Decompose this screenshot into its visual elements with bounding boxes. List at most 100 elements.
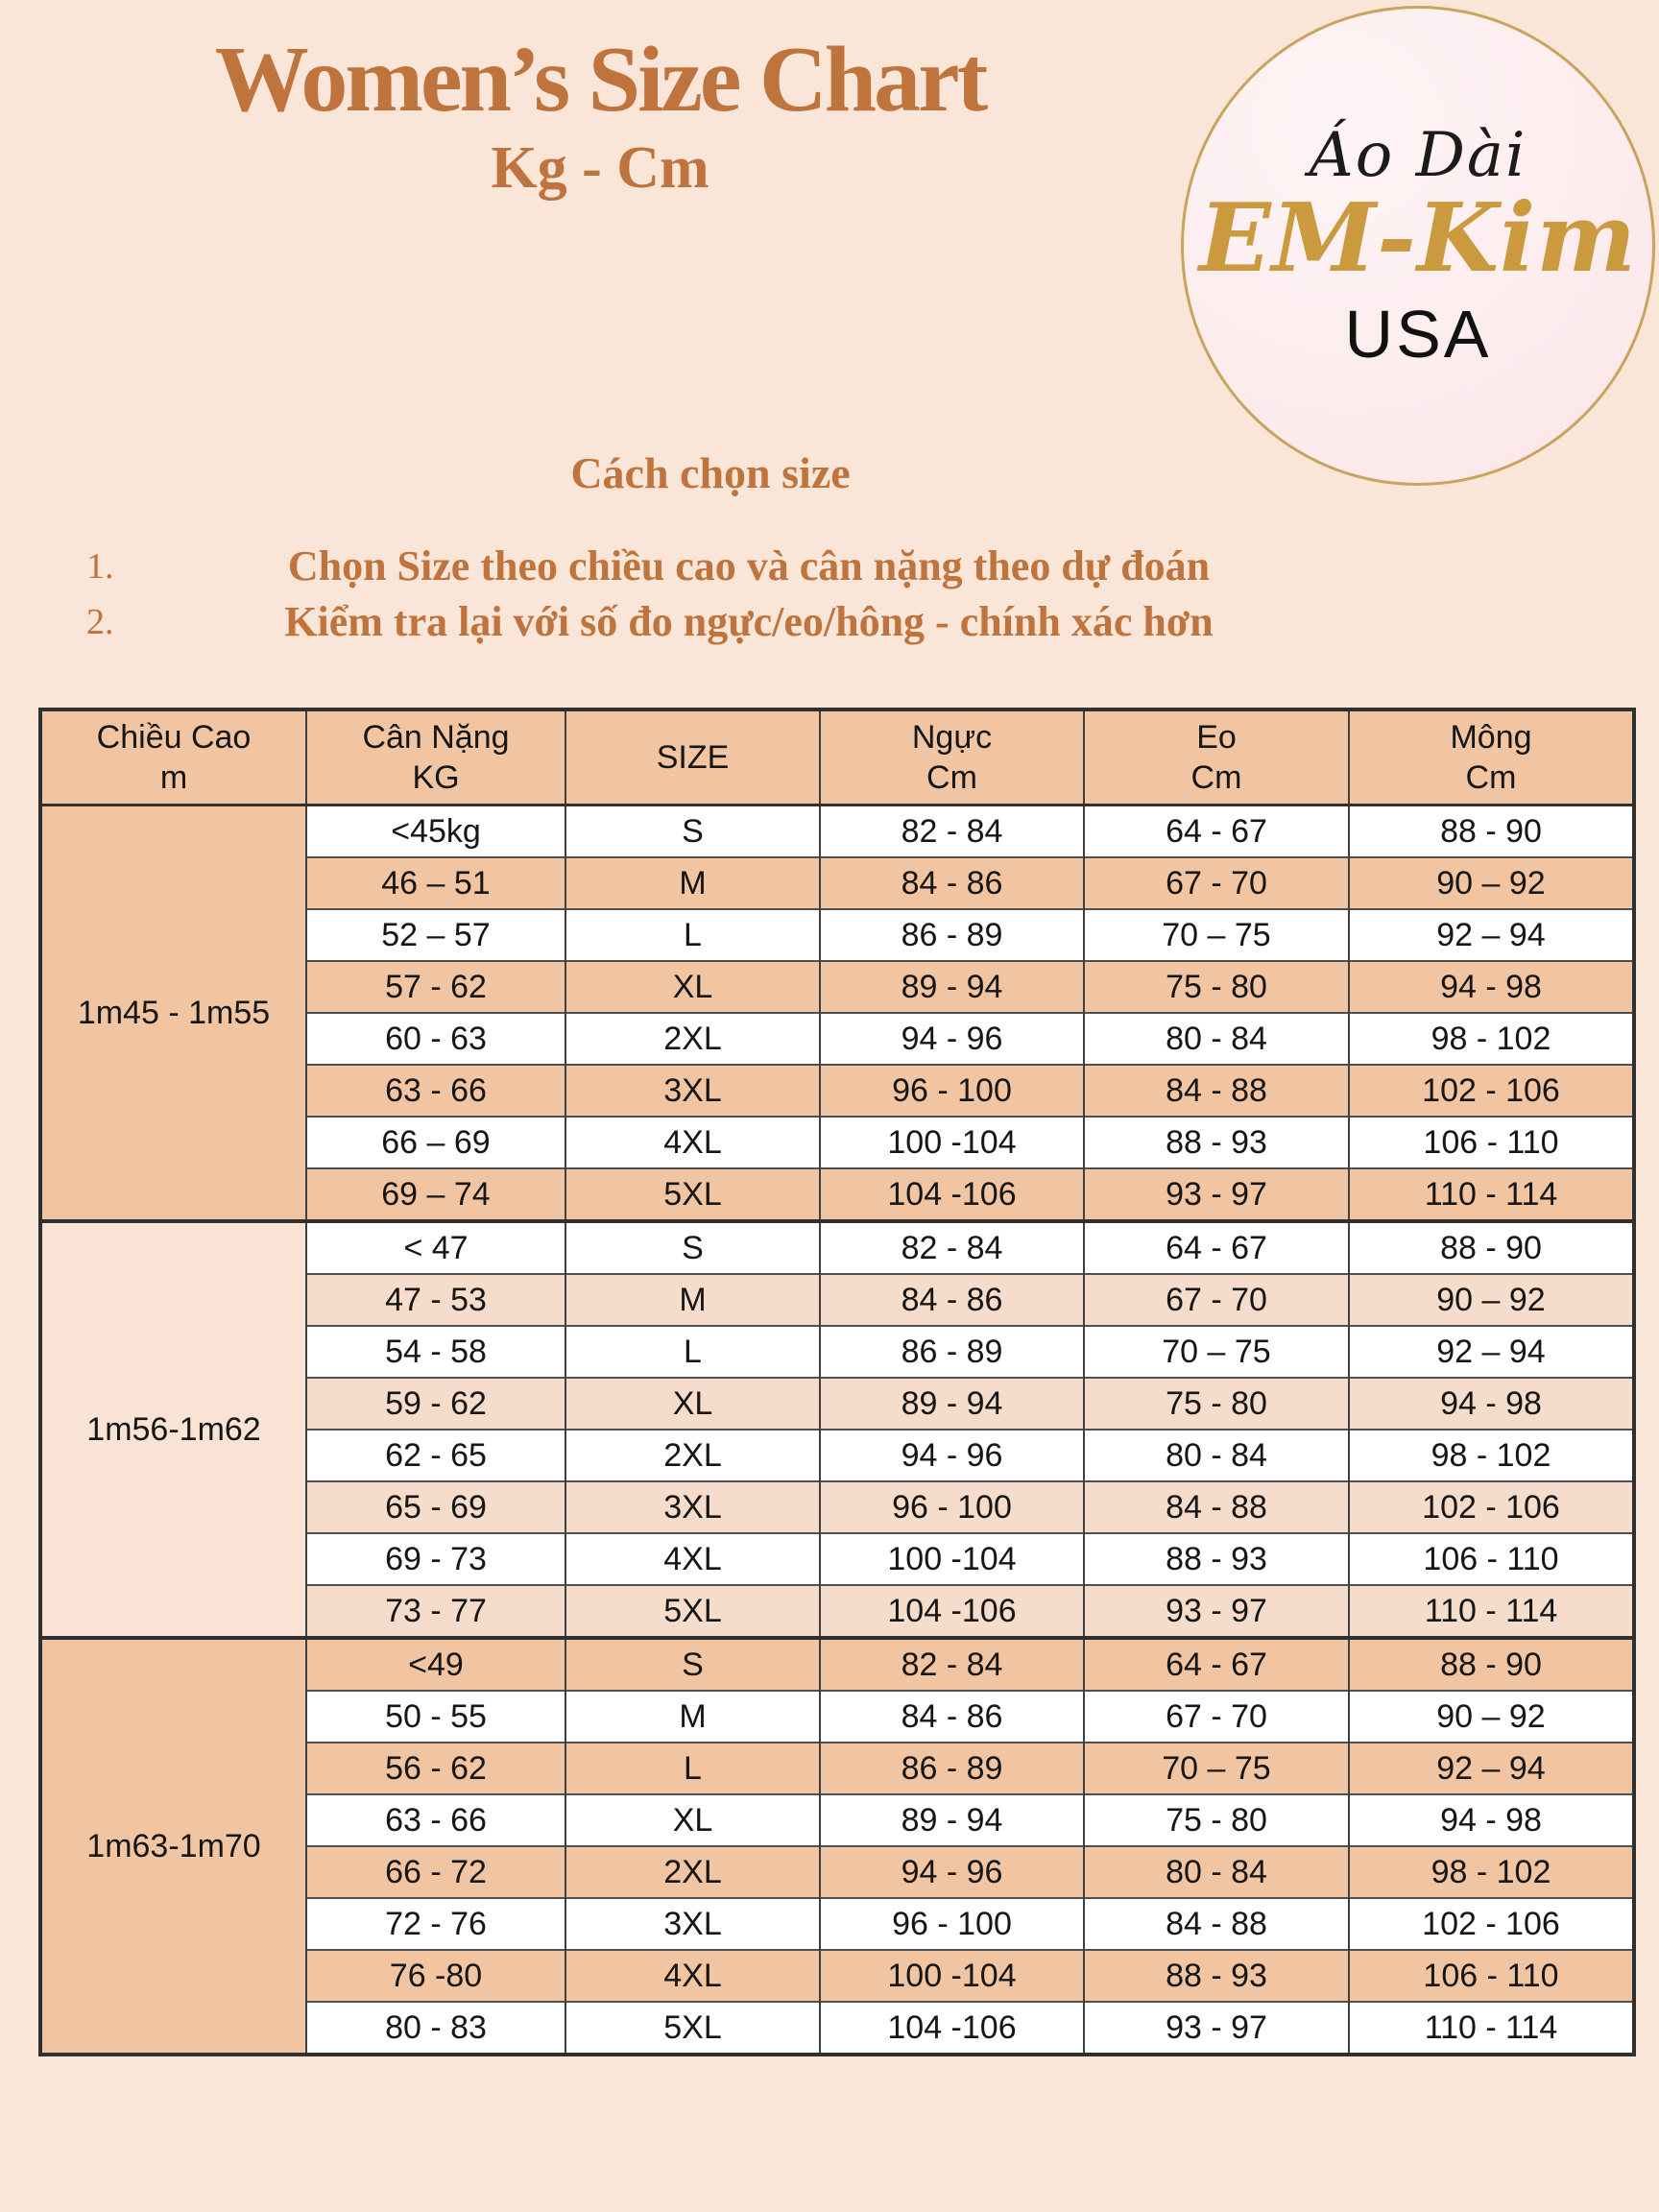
weight-cell: 50 - 55: [305, 1690, 566, 1743]
bust-cell: 104 -106: [819, 2001, 1085, 2055]
table-row: 50 - 55 M 84 - 86 67 - 70 90 – 92: [40, 1690, 1635, 1743]
hip-cell: 98 - 102: [1348, 1429, 1635, 1481]
size-cell: 3XL: [565, 1064, 821, 1117]
weight-cell: 66 – 69: [305, 1116, 566, 1168]
bust-cell: 82 - 84: [819, 805, 1085, 857]
hip-cell: 92 – 94: [1348, 1325, 1635, 1378]
waist-cell: 93 - 97: [1083, 1167, 1350, 1221]
instruction-number-2: 2.: [86, 602, 114, 642]
waist-cell: 70 – 75: [1083, 1325, 1350, 1378]
size-table: Chiều Cao m Cân Nặng KG SIZE Ngực Cm Eo …: [38, 708, 1636, 2056]
weight-cell: 62 - 65: [305, 1429, 566, 1481]
hip-cell: 94 - 98: [1348, 960, 1635, 1013]
weight-cell: 72 - 76: [305, 1897, 566, 1950]
page-subtitle: Kg - Cm: [491, 134, 709, 201]
weight-cell: <45kg: [305, 805, 566, 857]
title-block: Women’s Size Chart Kg - Cm: [0, 28, 1200, 203]
size-cell: S: [565, 1219, 821, 1274]
waist-cell: 70 – 75: [1083, 1742, 1350, 1794]
weight-cell: 47 - 53: [305, 1273, 566, 1326]
table-row: 57 - 62 XL 89 - 94 75 - 80 94 - 98: [40, 960, 1635, 1013]
weight-cell: 69 – 74: [305, 1167, 566, 1221]
hip-cell: 92 – 94: [1348, 908, 1635, 961]
bust-cell: 89 - 94: [819, 960, 1085, 1013]
table-row: 66 – 69 4XL 100 -104 88 - 93 106 - 110: [40, 1116, 1635, 1168]
table-row: 1m45 - 1m55 <45kg S 82 - 84 64 - 67 88 -…: [39, 805, 1635, 1221]
bust-cell: 82 - 84: [819, 1219, 1085, 1274]
height-group-cell-3: 1m63-1m70: [39, 1636, 307, 2055]
size-cell: 4XL: [565, 1532, 821, 1585]
size-cell: M: [565, 1690, 821, 1743]
table-row: 59 - 62 XL 89 - 94 75 - 80 94 - 98: [40, 1377, 1635, 1430]
hip-cell: 102 - 106: [1348, 1064, 1635, 1117]
size-cell: S: [565, 805, 821, 857]
size-cell: 3XL: [565, 1480, 821, 1533]
waist-cell: 64 - 67: [1083, 805, 1350, 857]
waist-cell: 64 - 67: [1083, 1219, 1350, 1274]
height-group-cell-1: 1m45 - 1m55: [39, 805, 307, 1221]
logo-country-label: USA: [1344, 296, 1492, 372]
hip-cell: 90 – 92: [1348, 1273, 1635, 1326]
weight-cell: 63 - 66: [305, 1064, 566, 1117]
table-row: 52 – 57 L 86 - 89 70 – 75 92 – 94: [40, 908, 1635, 961]
bust-cell: 82 - 84: [819, 1636, 1085, 1691]
hip-cell: 106 - 110: [1348, 1949, 1635, 2002]
instruction-text-2: Kiểm tra lại với số đo ngực/eo/hông - ch…: [284, 598, 1214, 645]
hip-cell: 98 - 102: [1348, 1845, 1635, 1898]
bust-cell: 94 - 96: [819, 1845, 1085, 1898]
weight-cell: 46 – 51: [305, 856, 566, 909]
weight-cell: 52 – 57: [305, 908, 566, 961]
brand-logo: Áo Dài EM-Kim USA: [1181, 6, 1655, 486]
hip-cell: 102 - 106: [1348, 1897, 1635, 1950]
table-row: 46 – 51 M 84 - 86 67 - 70 90 – 92: [40, 856, 1635, 909]
hip-cell: 90 – 92: [1348, 856, 1635, 909]
instruction-number-1: 1.: [86, 546, 114, 587]
table-row: 65 - 69 3XL 96 - 100 84 - 88 102 - 106: [40, 1480, 1635, 1533]
weight-cell: 66 - 72: [305, 1845, 566, 1898]
size-cell: 3XL: [565, 1897, 821, 1950]
hip-cell: 88 - 90: [1348, 1219, 1635, 1274]
size-cell: XL: [565, 1793, 821, 1846]
size-cell: L: [565, 908, 821, 961]
column-header-size: SIZE: [565, 709, 821, 806]
instructions-heading: Cách chọn size: [570, 448, 851, 497]
table-row: 73 - 77 5XL 104 -106 93 - 97 110 - 114: [40, 1584, 1635, 1638]
hip-cell: 102 - 106: [1348, 1480, 1635, 1533]
hip-cell: 90 – 92: [1348, 1690, 1635, 1743]
size-cell: 2XL: [565, 1012, 821, 1065]
bust-cell: 94 - 96: [819, 1429, 1085, 1481]
hip-cell: 106 - 110: [1348, 1532, 1635, 1585]
waist-cell: 88 - 93: [1083, 1949, 1350, 2002]
weight-cell: <49: [305, 1636, 566, 1691]
bust-cell: 100 -104: [819, 1116, 1085, 1168]
waist-cell: 80 - 84: [1083, 1429, 1350, 1481]
waist-cell: 84 - 88: [1083, 1480, 1350, 1533]
column-header-height: Chiều Cao m: [39, 709, 307, 806]
weight-cell: 65 - 69: [305, 1480, 566, 1533]
hip-cell: 94 - 98: [1348, 1793, 1635, 1846]
table-row: 80 - 83 5XL 104 -106 93 - 97 110 - 114: [40, 2001, 1635, 2055]
hip-cell: 92 – 94: [1348, 1742, 1635, 1794]
page-title: Women’s Size Chart: [214, 28, 989, 132]
waist-cell: 84 - 88: [1083, 1064, 1350, 1117]
hip-cell: 110 - 114: [1348, 2001, 1635, 2055]
instruction-text-1: Chọn Size theo chiều cao và cân nặng the…: [287, 542, 1211, 589]
bust-cell: 84 - 86: [819, 856, 1085, 909]
table-row: 63 - 66 3XL 96 - 100 84 - 88 102 - 106: [40, 1064, 1635, 1117]
bust-cell: 86 - 89: [819, 1325, 1085, 1378]
bust-cell: 96 - 100: [819, 1897, 1085, 1950]
weight-cell: 56 - 62: [305, 1742, 566, 1794]
weight-cell: 76 -80: [305, 1949, 566, 2002]
weight-cell: 59 - 62: [305, 1377, 566, 1430]
size-cell: XL: [565, 1377, 821, 1430]
table-row: 72 - 76 3XL 96 - 100 84 - 88 102 - 106: [40, 1897, 1635, 1950]
column-header-hip: Mông Cm: [1348, 709, 1635, 806]
table-row: 1m56-1m62 < 47 S 82 - 84 64 - 67 88 - 90: [39, 1219, 1635, 1638]
hip-cell: 110 - 114: [1348, 1167, 1635, 1221]
waist-cell: 84 - 88: [1083, 1897, 1350, 1950]
bust-cell: 86 - 89: [819, 1742, 1085, 1794]
size-cell: 5XL: [565, 1167, 821, 1221]
logo-brand-name-main: EM-Kim: [1199, 182, 1637, 294]
table-row: 1m63-1m70 <49 S 82 - 84 64 - 67 88 - 90: [39, 1636, 1635, 2055]
instruction-item-1: 1. Chọn Size theo chiều cao và cân nặng …: [58, 541, 1440, 590]
